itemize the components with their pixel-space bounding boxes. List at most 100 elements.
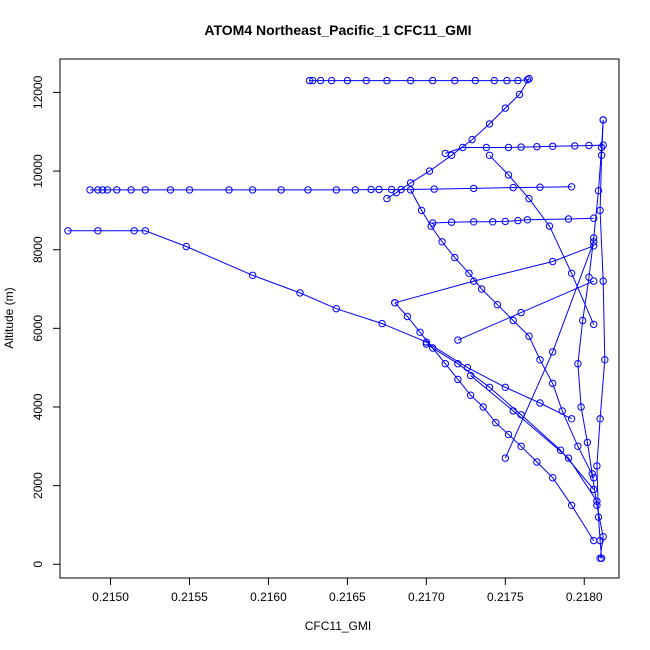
data-point bbox=[367, 185, 375, 194]
data-point bbox=[501, 217, 509, 226]
data-point bbox=[567, 415, 576, 423]
data-point bbox=[316, 76, 325, 85]
data-point bbox=[574, 360, 582, 368]
data-point bbox=[406, 76, 415, 85]
data-point bbox=[383, 194, 391, 203]
data-point bbox=[422, 340, 431, 348]
data-point bbox=[593, 462, 601, 470]
data-point bbox=[327, 76, 336, 85]
data-point bbox=[549, 142, 557, 151]
data-point bbox=[422, 338, 431, 346]
series-line bbox=[394, 302, 595, 541]
data-point bbox=[564, 215, 573, 223]
data-point bbox=[503, 76, 511, 85]
data-point bbox=[451, 76, 459, 85]
data-point bbox=[103, 186, 112, 194]
data-point bbox=[590, 242, 598, 250]
series-layer bbox=[64, 75, 609, 562]
data-point bbox=[351, 186, 359, 194]
data-point bbox=[304, 186, 312, 194]
data-point bbox=[517, 442, 525, 450]
series-leg-10600 bbox=[441, 141, 607, 158]
data-point bbox=[590, 214, 598, 222]
data-point bbox=[468, 135, 476, 144]
data-point bbox=[332, 305, 340, 313]
data-point bbox=[406, 186, 415, 194]
data-point bbox=[549, 474, 557, 482]
data-point bbox=[98, 186, 107, 194]
data-point bbox=[185, 186, 194, 194]
data-point bbox=[427, 222, 435, 230]
data-point bbox=[517, 308, 525, 317]
data-point bbox=[454, 360, 462, 368]
y-axis-label: Altitude (m) bbox=[2, 287, 16, 348]
data-point bbox=[590, 485, 598, 494]
data-point bbox=[599, 141, 607, 149]
data-point bbox=[454, 375, 462, 384]
data-point bbox=[501, 104, 509, 112]
data-point bbox=[590, 474, 598, 482]
data-point bbox=[517, 411, 525, 419]
series-line bbox=[410, 189, 595, 478]
data-point bbox=[451, 253, 459, 262]
series-line bbox=[470, 375, 598, 502]
data-point bbox=[277, 186, 285, 194]
data-point bbox=[332, 186, 340, 194]
data-point bbox=[536, 356, 544, 364]
data-point bbox=[477, 285, 486, 293]
data-point bbox=[378, 319, 386, 328]
y-axis: 0 2000 4000 6000 8000 10000 12000 bbox=[31, 75, 60, 568]
data-point bbox=[459, 143, 467, 152]
data-point bbox=[305, 76, 314, 85]
data-point bbox=[596, 415, 604, 423]
data-point bbox=[533, 458, 541, 466]
data-point bbox=[509, 183, 517, 192]
data-point bbox=[504, 430, 513, 439]
data-point bbox=[549, 257, 557, 266]
data-point bbox=[485, 383, 494, 391]
data-point bbox=[590, 234, 598, 242]
data-point bbox=[536, 183, 544, 191]
y-tick-label: 4000 bbox=[31, 393, 45, 420]
data-point bbox=[558, 407, 566, 415]
data-point bbox=[429, 344, 437, 352]
data-point bbox=[525, 75, 533, 83]
data-point bbox=[425, 167, 434, 175]
data-point bbox=[585, 141, 593, 150]
data-point bbox=[447, 218, 456, 226]
data-point bbox=[515, 90, 524, 99]
data-point bbox=[590, 277, 598, 285]
series-left-fan bbox=[422, 340, 598, 494]
data-point bbox=[141, 186, 150, 194]
y-tick-label: 10000 bbox=[31, 154, 45, 188]
data-point bbox=[577, 403, 585, 411]
data-point bbox=[441, 360, 449, 368]
data-point bbox=[113, 186, 121, 194]
series-line bbox=[489, 154, 595, 325]
data-point bbox=[590, 238, 598, 246]
data-point bbox=[514, 216, 522, 225]
data-point bbox=[485, 120, 494, 128]
series-line bbox=[67, 230, 572, 420]
data-point bbox=[597, 151, 606, 160]
series-line bbox=[426, 343, 595, 490]
data-point bbox=[585, 273, 593, 281]
data-point bbox=[593, 501, 601, 509]
data-point bbox=[490, 76, 498, 85]
data-point bbox=[403, 312, 412, 321]
data-point bbox=[599, 277, 607, 285]
chart-title: ATOM4 Northeast_Pacific_1 CFC11_GMI bbox=[204, 22, 471, 38]
data-point bbox=[430, 185, 438, 193]
data-point bbox=[225, 186, 233, 194]
series-diagonal-a bbox=[501, 238, 598, 462]
data-point bbox=[94, 186, 102, 194]
data-point bbox=[387, 185, 396, 194]
data-point bbox=[94, 227, 102, 235]
data-point bbox=[525, 332, 533, 340]
x-tick-label: 0.2170 bbox=[408, 590, 445, 604]
data-point bbox=[466, 391, 475, 399]
data-point bbox=[127, 186, 135, 194]
series-line bbox=[309, 78, 530, 82]
data-point bbox=[523, 76, 532, 84]
data-point bbox=[492, 419, 500, 427]
